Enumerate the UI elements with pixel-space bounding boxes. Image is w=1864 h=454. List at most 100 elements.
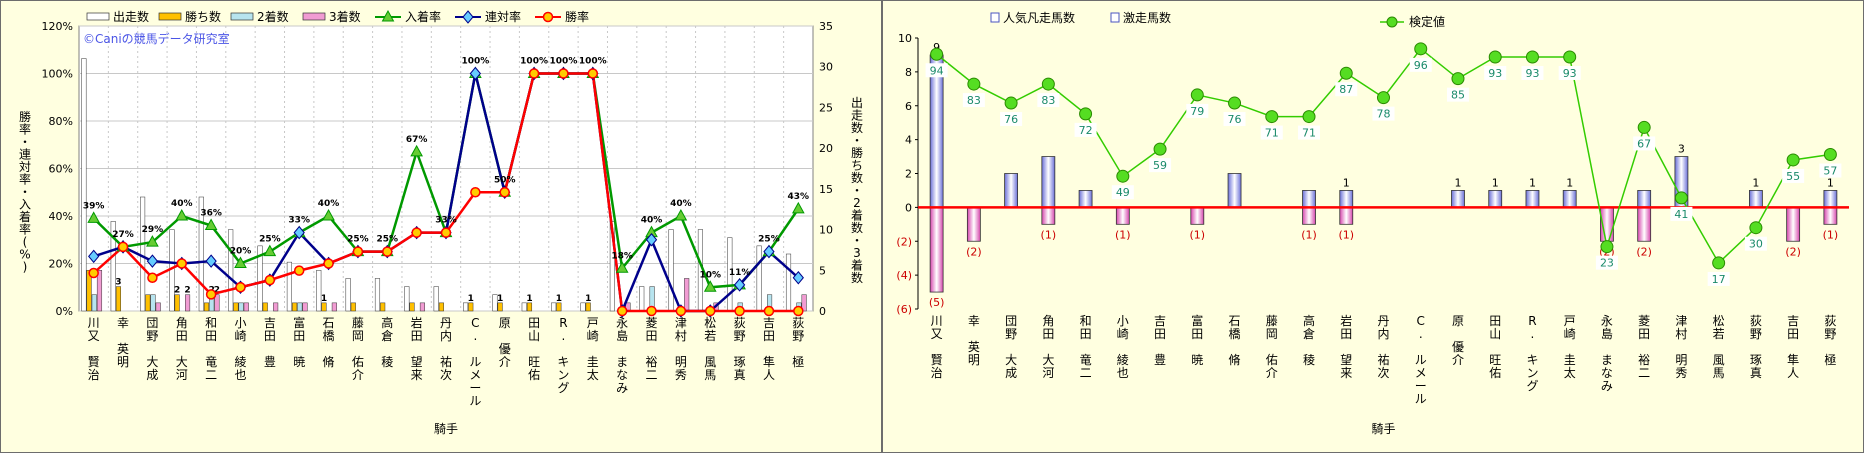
bar-出走数 <box>404 286 410 312</box>
bar-2着数 <box>150 294 156 312</box>
bar-unpopular <box>1823 206 1838 225</box>
bar-勝ち数 <box>438 302 444 312</box>
marker-勝率 <box>411 227 422 238</box>
bar-勝ち数 <box>585 302 591 312</box>
marker-kentei <box>1712 256 1726 270</box>
bar-勝ち数 <box>203 302 210 312</box>
svg-text:グ: グ <box>557 381 569 395</box>
svg-text:田: 田 <box>411 329 423 343</box>
category-label: 富田 暁 <box>1191 313 1203 367</box>
plot-area <box>918 38 1849 309</box>
legend-label: 3着数 <box>329 9 361 24</box>
marker-勝率 <box>382 246 393 257</box>
y-tick-left: 40% <box>49 210 73 223</box>
bar-gekisou <box>1562 190 1577 208</box>
value-label-bg <box>1409 57 1432 72</box>
category-label: 角田 大河 <box>1042 314 1054 380</box>
bar-出走数 <box>198 196 204 312</box>
legend-swatch <box>302 12 326 21</box>
marker-連対率 <box>792 270 804 285</box>
marker-勝率 <box>293 265 305 276</box>
marker-勝率 <box>470 187 481 198</box>
svg-text:馬: 馬 <box>704 368 716 382</box>
marker-入着率 <box>87 211 101 223</box>
value-label: 93 <box>1488 67 1502 80</box>
svg-text:島: 島 <box>1601 326 1613 341</box>
category-label: 吉田 豊 <box>264 316 276 369</box>
value-label-bg <box>1707 271 1730 286</box>
bar-label: 1 <box>556 294 562 304</box>
category-label: 和田 竜二 <box>205 316 217 382</box>
line-label: 27% <box>112 230 134 240</box>
svg-text:島: 島 <box>616 328 628 343</box>
bar-gekisou <box>1227 173 1242 208</box>
svg-text:綾: 綾 <box>234 354 246 369</box>
line-label: 39% <box>83 201 105 211</box>
svg-text:次: 次 <box>1377 366 1389 380</box>
svg-text:山: 山 <box>528 329 540 343</box>
svg-text:吉: 吉 <box>264 316 276 330</box>
svg-text:賢: 賢 <box>88 355 100 369</box>
svg-text:介: 介 <box>352 368 364 382</box>
svg-text:幸: 幸 <box>968 314 980 328</box>
neg-label: (1) <box>1823 228 1839 241</box>
marker-kentei <box>1228 96 1242 110</box>
svg-text:山: 山 <box>1489 327 1501 341</box>
bar-勝ち数 <box>409 302 415 312</box>
category-label: 幸 英明 <box>117 316 129 369</box>
line-label: 33% <box>435 216 457 226</box>
neg-label: (1) <box>1190 228 1206 241</box>
svg-text:丹: 丹 <box>440 316 452 330</box>
svg-text:明: 明 <box>1675 353 1687 367</box>
bar-3着数 <box>801 294 807 312</box>
bar-2着数 <box>238 302 244 312</box>
svg-text:秀: 秀 <box>1675 366 1687 380</box>
svg-text:稜: 稜 <box>1303 353 1315 367</box>
category-label: 原 優介 <box>1452 314 1464 367</box>
category-label: 団野 大成 <box>1005 314 1017 380</box>
value-label: 23 <box>1600 257 1614 270</box>
svg-text:野: 野 <box>146 329 158 343</box>
bar-出走数 <box>257 245 263 312</box>
bar-label: 2 <box>184 286 190 296</box>
neg-label: (5) <box>929 296 945 309</box>
svg-text:田: 田 <box>1340 327 1352 341</box>
svg-text:ル: ル <box>1415 353 1427 367</box>
svg-text:田: 田 <box>528 316 540 330</box>
svg-text:祐: 祐 <box>440 355 452 369</box>
svg-text:田: 田 <box>264 329 276 343</box>
marker-連対率 <box>146 254 159 268</box>
y-tick-right: 20 <box>819 142 833 155</box>
right-chart-panel: (6) (4) (2) 0 2 4 6 8 10 (5) (2) (1) (1) (1) (1) (1) (2)… <box>882 0 1864 453</box>
value-label: 93 <box>1563 67 1577 80</box>
bar-出走数 <box>374 278 381 312</box>
bar-label: 1 <box>468 294 474 304</box>
bar-勝ち数 <box>526 302 533 312</box>
svg-text:富: 富 <box>1191 313 1203 328</box>
value-label-bg <box>1782 168 1805 183</box>
marker-kentei <box>1451 72 1465 86</box>
marker-連対率 <box>645 232 658 247</box>
svg-text:暁: 暁 <box>293 355 305 369</box>
svg-text:真: 真 <box>734 368 746 382</box>
bar-勝ち数 <box>497 302 503 312</box>
svg-text:富: 富 <box>293 315 305 330</box>
bar-勝ち数 <box>115 286 121 312</box>
neg-label: (1) <box>1115 228 1131 241</box>
line-label: 100% <box>461 57 489 67</box>
bar-unpopular <box>1190 206 1205 225</box>
marker-勝率 <box>616 305 628 317</box>
svg-text:%: % <box>19 248 30 262</box>
svg-text:極: 極 <box>792 354 804 369</box>
marker-kentei <box>1786 153 1800 167</box>
value-label: 30 <box>1749 238 1763 251</box>
svg-text:琢: 琢 <box>1750 353 1762 367</box>
bar-gekisou <box>1451 190 1465 208</box>
svg-text:津: 津 <box>1675 314 1687 328</box>
y-tick-right: 5 <box>819 264 826 277</box>
svg-text:ー: ー <box>469 381 481 395</box>
category-label: 藤岡 佑介 <box>1266 314 1278 380</box>
svg-text:荻: 荻 <box>734 316 746 330</box>
value-label-bg <box>1819 163 1842 178</box>
